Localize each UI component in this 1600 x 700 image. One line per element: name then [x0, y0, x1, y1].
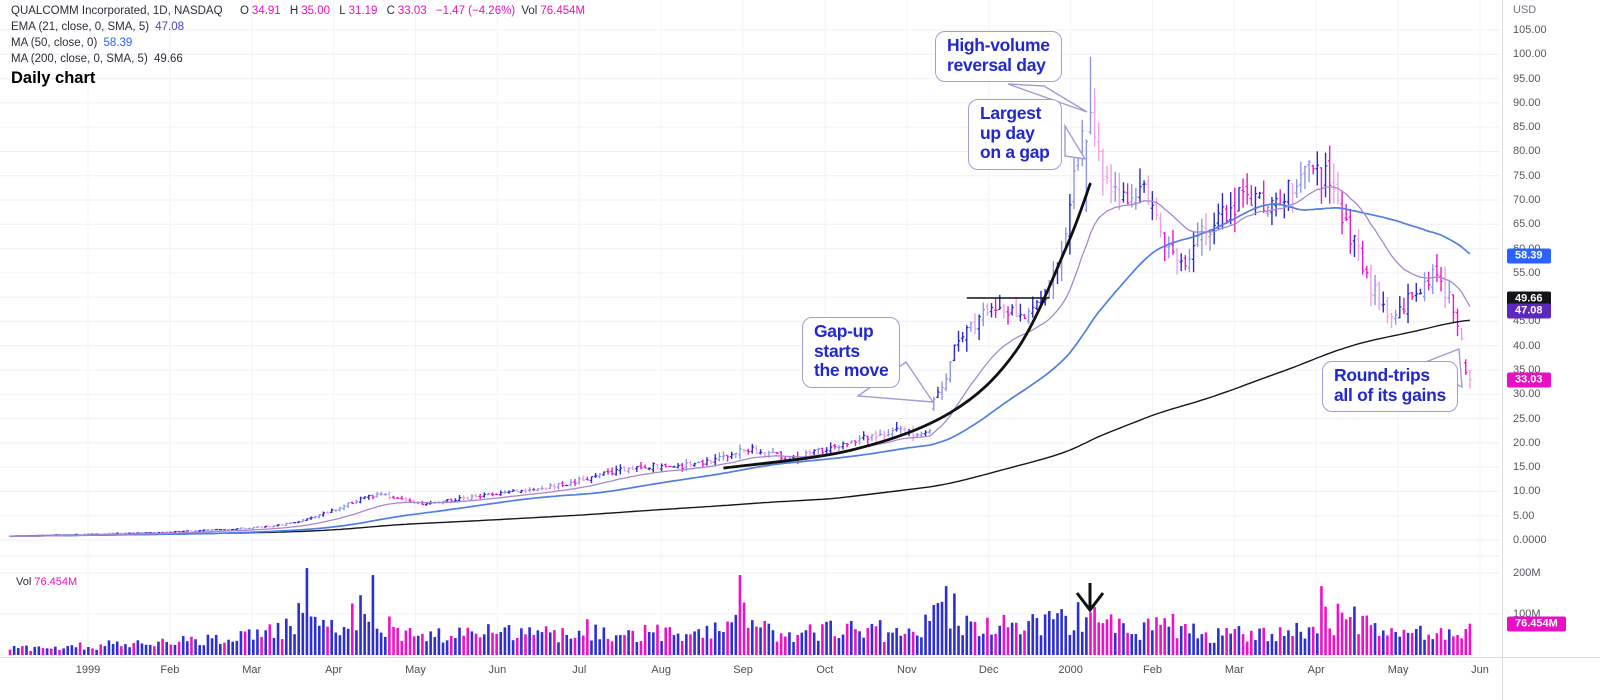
price-tick-label: 40.00 — [1513, 339, 1541, 352]
time-tick-label: Aug — [651, 664, 671, 676]
price-tick-label: 85.00 — [1513, 121, 1541, 134]
volume-badge: 76.454M — [1507, 616, 1566, 632]
price-tick-label: 55.00 — [1513, 266, 1541, 279]
price-axis[interactable]: USD 105.00 100.00 95.00 90.00 85.00 80.00 75.0… — [1502, 0, 1600, 657]
volume-bars-layer — [8, 568, 1472, 655]
close-label: C 33.03 — [386, 5, 427, 17]
price-tick-label: 5.00 — [1513, 509, 1535, 522]
close-value: 33.03 — [397, 5, 427, 17]
time-tick-label: Dec — [978, 664, 999, 676]
time-tick-label: 2000 — [1058, 664, 1083, 676]
price-badge: 49.66 — [1507, 291, 1551, 307]
time-tick-label: May — [405, 664, 426, 676]
change-value: −1.47 (−4.26%) — [435, 5, 516, 17]
price-tick-label: 100.00 — [1513, 48, 1547, 61]
callout-tails-layer — [856, 83, 1463, 403]
down-arrow-head-icon — [1075, 592, 1105, 613]
price-tick-label: 65.00 — [1513, 218, 1541, 231]
price-tick-label: 105.00 — [1513, 24, 1547, 36]
price-tick-label: 80.00 — [1513, 145, 1541, 158]
price-tick-label: 20.00 — [1513, 436, 1541, 449]
price-tick-label: 15.00 — [1513, 461, 1541, 474]
time-tick-label: Nov — [897, 664, 917, 676]
price-tick-label: 70.00 — [1513, 194, 1541, 206]
volume-label: Vol 76.454M — [521, 5, 586, 17]
axis-corner — [1502, 658, 1600, 700]
time-axis[interactable]: 1999 Feb Mar Apr May Jun Jul Aug Sep Oct Nov Dec 200… — [0, 657, 1600, 700]
price-tick-label: 75.00 — [1513, 169, 1541, 182]
low-label: L 31.19 — [339, 5, 378, 17]
time-tick-label: Feb — [1142, 664, 1162, 676]
drawings-layer[interactable] — [723, 182, 1105, 613]
grid-layer — [0, 0, 1500, 655]
volume-tick-label: 200M — [1513, 567, 1541, 579]
legend-symbol-row[interactable]: QUALCOMM Incorporated, 1D, NASDAQ O 34.91… — [11, 3, 591, 19]
time-tick-label: Mar — [1224, 664, 1244, 676]
time-tick-label: Feb — [160, 664, 180, 676]
high-value: 35.00 — [301, 5, 330, 17]
page-title: Daily chart — [11, 69, 96, 87]
price-tick-label: 90.00 — [1513, 96, 1541, 109]
ma200-value: 49.66 — [153, 53, 183, 65]
price-badge: 47.08 — [1507, 303, 1551, 319]
low-value: 31.19 — [348, 5, 378, 17]
annotation-gap-up[interactable]: Gap-up starts the move — [802, 317, 901, 388]
annotation-round-trip[interactable]: Round-trips all of its gains — [1322, 361, 1458, 413]
annotation-largest-up-day[interactable]: Largest up day on a gap — [968, 99, 1062, 170]
price-tick-label: 25.00 — [1513, 412, 1541, 425]
price-badge: 33.03 — [1507, 372, 1551, 388]
ema21-line[interactable] — [9, 186, 1471, 538]
legend-ma50-row[interactable]: MA (50, close, 0) 58.39 — [11, 37, 133, 49]
high-label: H 35.00 — [289, 5, 330, 17]
time-tick-label: Mar — [242, 664, 262, 676]
time-tick-label: Jun — [488, 664, 507, 676]
volume-pane-label: Vol 76.454M — [16, 576, 78, 588]
price-tick-label: 0.0000 — [1513, 534, 1547, 546]
parabolic-trend-drawing[interactable] — [723, 182, 1092, 470]
time-tick-label: Jul — [572, 664, 587, 676]
price-tick-label: 30.00 — [1513, 388, 1541, 401]
annotation-high-volume-reversal[interactable]: High-volume reversal day — [935, 31, 1062, 83]
volume-value: 76.454M — [540, 5, 586, 17]
open-label: O 34.91 — [239, 5, 281, 17]
price-tick-label: 10.00 — [1513, 485, 1541, 498]
legend-ema-row[interactable]: EMA (21, close, 0, SMA, 5) 47.08 — [11, 21, 185, 33]
price-tick-label: 95.00 — [1513, 72, 1541, 85]
legend-ma200-row[interactable]: MA (200, close, 0, SMA, 5) 49.66 — [11, 53, 183, 65]
price-badge: 58.39 — [1507, 248, 1551, 264]
ma200-line[interactable] — [9, 319, 1470, 538]
ma50-line[interactable] — [9, 203, 1471, 538]
ema-value: 47.08 — [155, 21, 185, 33]
legend: QUALCOMM Incorporated, 1D, NASDAQ O 34.91… — [11, 3, 591, 88]
volume-pane-value: 76.454M — [34, 576, 78, 588]
currency-label: USD — [1513, 4, 1537, 16]
time-tick-label: Apr — [1307, 664, 1325, 676]
time-tick-label: Jun — [1471, 664, 1489, 676]
ma50-value: 58.39 — [103, 37, 133, 49]
symbol-title: QUALCOMM Incorporated, 1D, NASDAQ — [11, 5, 223, 17]
open-value: 34.91 — [251, 5, 281, 17]
time-tick-label: Oct — [816, 664, 834, 676]
time-tick-label: 1999 — [75, 664, 101, 676]
time-tick-label: Sep — [733, 664, 753, 676]
time-tick-label: Apr — [325, 664, 343, 676]
time-tick-label: May — [1387, 664, 1409, 676]
